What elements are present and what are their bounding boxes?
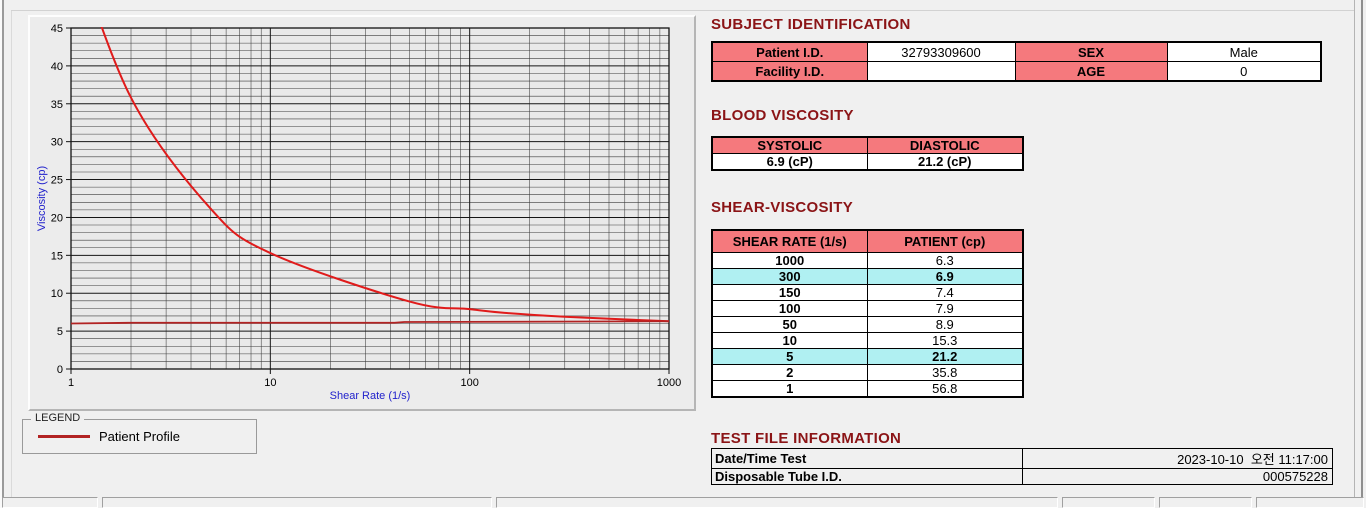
date-time-value-cell: 2023-10-10 오전 11:17:00 xyxy=(1022,448,1333,469)
status-bar-segment xyxy=(496,497,1058,508)
shear-rate-cell: 1 xyxy=(711,380,868,398)
shear-viscosity-table: SHEAR RATE (1/s) PATIENT (cp) 1000 6.3 30… xyxy=(711,229,1024,398)
legend-box: LEGEND Patient Profile xyxy=(22,412,257,454)
diastolic-header-cell: DIASTOLIC xyxy=(866,136,1024,154)
age-label-cell: AGE xyxy=(1014,61,1168,82)
test-file-information-title: TEST FILE INFORMATION xyxy=(711,430,902,447)
table-row: Disposable Tube I.D. 000575228 xyxy=(711,468,1333,485)
systolic-value-cell: 6.9 (cP) xyxy=(711,153,868,171)
window-border-right-inner xyxy=(1354,0,1355,508)
sex-label-cell: SEX xyxy=(1014,41,1168,62)
table-row: 6.9 (cP) 21.2 (cP) xyxy=(711,153,1024,171)
svg-text:35: 35 xyxy=(51,99,63,111)
patient-value-cell: 35.8 xyxy=(866,364,1024,381)
table-row: SHEAR RATE (1/s) PATIENT (cp) xyxy=(711,229,1024,253)
test-file-information-table: Date/Time Test 2023-10-10 오전 11:17:00 Di… xyxy=(711,448,1333,485)
shear-rate-cell: 10 xyxy=(711,332,868,349)
facility-id-value-cell xyxy=(866,61,1016,82)
shear-rate-cell: 150 xyxy=(711,284,868,301)
patient-header-cell: PATIENT (cp) xyxy=(866,229,1024,253)
subject-identification-title: SUBJECT IDENTIFICATION xyxy=(711,16,911,33)
table-row: SYSTOLIC DIASTOLIC xyxy=(711,136,1024,154)
svg-text:15: 15 xyxy=(51,250,63,262)
table-row: 1 56.8 xyxy=(711,380,1024,398)
patient-value-cell: 56.8 xyxy=(866,380,1024,398)
tube-id-value-cell: 000575228 xyxy=(1022,468,1333,485)
legend-box-label: LEGEND xyxy=(31,412,85,424)
facility-id-label-cell: Facility I.D. xyxy=(711,61,868,82)
window-border-top xyxy=(11,10,1354,11)
svg-text:10: 10 xyxy=(264,377,276,389)
legend-series-label: Patient Profile xyxy=(99,429,180,444)
svg-text:25: 25 xyxy=(51,175,63,187)
shear-rate-cell: 50 xyxy=(711,316,868,333)
status-bar-segment xyxy=(1159,497,1252,508)
patient-id-label-cell: Patient I.D. xyxy=(711,41,868,62)
subject-identification-table: Patient I.D. 32793309600 SEX Male Facili… xyxy=(711,41,1322,82)
diastolic-value-cell: 21.2 (cP) xyxy=(866,153,1024,171)
svg-text:Viscosity (cp): Viscosity (cp) xyxy=(36,166,48,231)
viscosity-chart-panel: 0 5 10 15 20 25 30 35 40 45 1 10 100 1000 Shear Rate (… xyxy=(28,15,696,411)
status-bar-segment xyxy=(102,497,492,508)
blood-viscosity-table: SYSTOLIC DIASTOLIC 6.9 (cP) 21.2 (cP) xyxy=(711,136,1024,171)
svg-text:30: 30 xyxy=(51,137,63,149)
table-row: 10 15.3 xyxy=(711,332,1024,349)
window-border-left-inner xyxy=(11,10,12,508)
legend-entry: Patient Profile xyxy=(23,420,256,453)
shear-rate-cell: 300 xyxy=(711,268,868,285)
status-bar-segment xyxy=(1062,497,1155,508)
table-row: 300 6.9 xyxy=(711,268,1024,285)
patient-value-cell: 6.3 xyxy=(866,252,1024,269)
shear-rate-cell: 1000 xyxy=(711,252,868,269)
table-row: Patient I.D. 32793309600 SEX Male xyxy=(711,41,1322,62)
legend-line-sample xyxy=(38,435,90,438)
table-row: 2 35.8 xyxy=(711,364,1024,381)
svg-text:Shear Rate (1/s): Shear Rate (1/s) xyxy=(330,390,411,402)
shear-rate-cell: 2 xyxy=(711,364,868,381)
table-row: 100 7.9 xyxy=(711,300,1024,317)
status-bar-segment xyxy=(1256,497,1364,508)
svg-text:1: 1 xyxy=(68,377,74,389)
table-row: 5 21.2 xyxy=(711,348,1024,365)
patient-value-cell: 8.9 xyxy=(866,316,1024,333)
svg-text:100: 100 xyxy=(460,377,478,389)
svg-text:20: 20 xyxy=(51,212,63,224)
tube-id-label-cell: Disposable Tube I.D. xyxy=(711,468,1023,485)
svg-text:0: 0 xyxy=(57,364,63,376)
shear-rate-header-cell: SHEAR RATE (1/s) xyxy=(711,229,868,253)
svg-text:10: 10 xyxy=(51,288,63,300)
patient-value-cell: 7.4 xyxy=(866,284,1024,301)
shear-viscosity-chart: 0 5 10 15 20 25 30 35 40 45 1 10 100 1000 Shear Rate (… xyxy=(36,23,681,402)
shear-viscosity-title: SHEAR-VISCOSITY xyxy=(711,199,854,216)
svg-text:1000: 1000 xyxy=(657,377,681,389)
table-row: Date/Time Test 2023-10-10 오전 11:17:00 xyxy=(711,448,1333,469)
svg-text:5: 5 xyxy=(57,326,63,338)
table-row: 50 8.9 xyxy=(711,316,1024,333)
svg-text:40: 40 xyxy=(51,61,63,73)
sex-value-cell: Male xyxy=(1166,41,1322,62)
window-border-right xyxy=(1361,0,1363,508)
date-time-label-cell: Date/Time Test xyxy=(711,448,1023,469)
patient-id-value-cell: 32793309600 xyxy=(866,41,1016,62)
patient-value-cell: 7.9 xyxy=(866,300,1024,317)
systolic-header-cell: SYSTOLIC xyxy=(711,136,868,154)
table-row: 1000 6.3 xyxy=(711,252,1024,269)
status-bar-segment xyxy=(2,497,98,508)
patient-value-cell: 6.9 xyxy=(866,268,1024,285)
window-border-left-outer xyxy=(0,0,2,508)
table-row: Facility I.D. AGE 0 xyxy=(711,61,1322,82)
age-value-cell: 0 xyxy=(1166,61,1322,82)
shear-rate-cell: 5 xyxy=(711,348,868,365)
svg-text:45: 45 xyxy=(51,23,63,35)
shear-rate-cell: 100 xyxy=(711,300,868,317)
blood-viscosity-title: BLOOD VISCOSITY xyxy=(711,107,854,124)
table-row: 150 7.4 xyxy=(711,284,1024,301)
patient-value-cell: 21.2 xyxy=(866,348,1024,365)
window-border-left xyxy=(2,0,4,508)
patient-value-cell: 15.3 xyxy=(866,332,1024,349)
